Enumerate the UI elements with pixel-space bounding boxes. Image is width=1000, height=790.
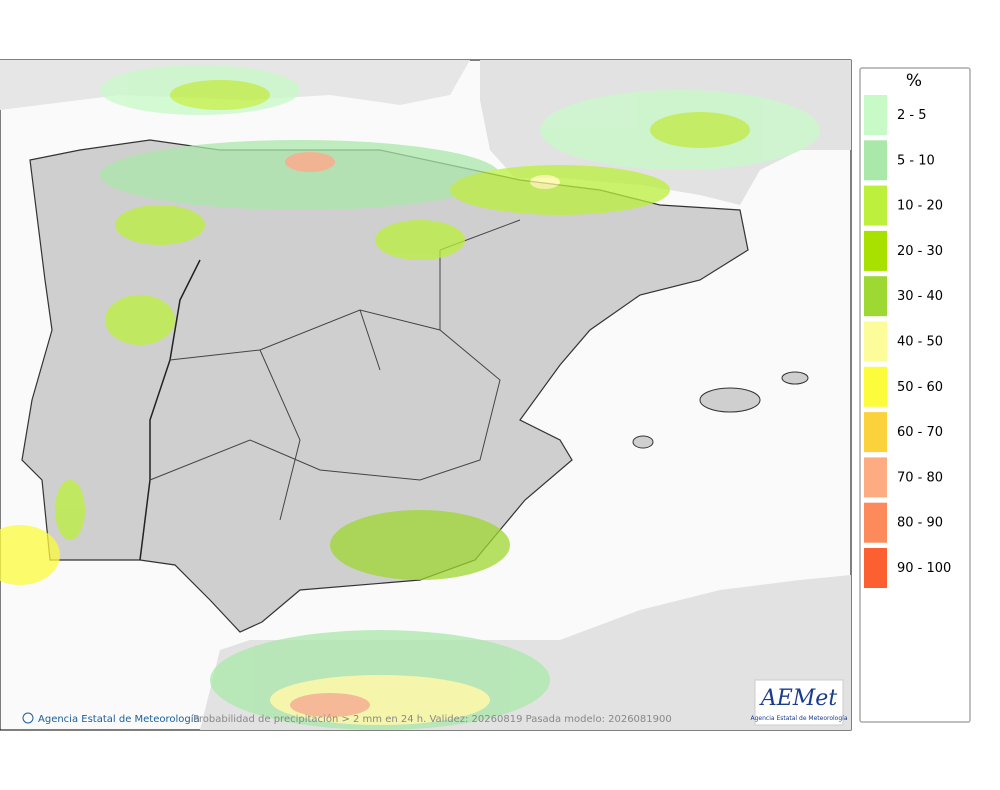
precip-area [650, 112, 750, 148]
legend-label: 70 - 80 [897, 470, 943, 485]
precip-area [55, 480, 85, 540]
legend-swatch [864, 95, 887, 135]
border-portugal [139, 259, 201, 561]
legend-label: 40 - 50 [897, 335, 943, 350]
precip-area [330, 510, 510, 580]
legend-label: 5 - 10 [897, 153, 935, 168]
legend-label: 2 - 5 [897, 108, 927, 123]
logo-text: AEMet [759, 686, 837, 711]
region-borders [149, 219, 521, 521]
legend-title: % [906, 71, 922, 91]
precip-area [450, 165, 670, 215]
precip-area [170, 80, 270, 110]
logo-box [754, 679, 844, 726]
map-caption: Probabilidad de precipitación > 2 mm en … [193, 713, 672, 725]
precip-area [285, 152, 335, 172]
legend-swatch [864, 502, 887, 543]
copyright-icon [22, 712, 34, 724]
legend: % 2 - 5 5 - 10 10 - 20 20 - 30 30 - 40 40 - 5… [859, 67, 971, 723]
legend-label: 90 - 100 [897, 561, 951, 576]
legend-label: 10 - 20 [897, 199, 943, 214]
legend-swatch [864, 548, 887, 588]
legend-label: 30 - 40 [897, 289, 943, 304]
menorca [781, 371, 809, 385]
precip-areas [0, 65, 820, 730]
legend-swatch [864, 412, 887, 453]
legend-swatch [864, 457, 887, 498]
precip-area [105, 295, 175, 345]
agency-credit: Agencia Estatal de Meteorología [38, 713, 200, 725]
map: Agencia Estatal de Meteorología Probabil… [0, 59, 852, 731]
legend-box [859, 67, 971, 723]
legend-label: 50 - 60 [897, 380, 943, 395]
ibiza [632, 435, 654, 449]
precip-area [375, 220, 465, 260]
precip-area [290, 693, 370, 717]
legend-label: 80 - 90 [897, 516, 943, 531]
legend-label: 60 - 70 [897, 425, 943, 440]
legend-swatch [864, 321, 887, 362]
precip-area [100, 140, 500, 210]
legend-swatch [864, 276, 887, 317]
legend-swatch [864, 185, 887, 226]
logo-subtitle: Agencia Estatal de Meteorología [751, 715, 848, 722]
precip-area [530, 175, 560, 189]
legend-swatch [864, 140, 887, 181]
mallorca [699, 387, 761, 413]
legend-label: 20 - 30 [897, 244, 943, 259]
precip-area [115, 205, 205, 245]
precip-area [0, 525, 60, 585]
legend-swatch [864, 230, 887, 271]
legend-swatch [864, 366, 887, 407]
